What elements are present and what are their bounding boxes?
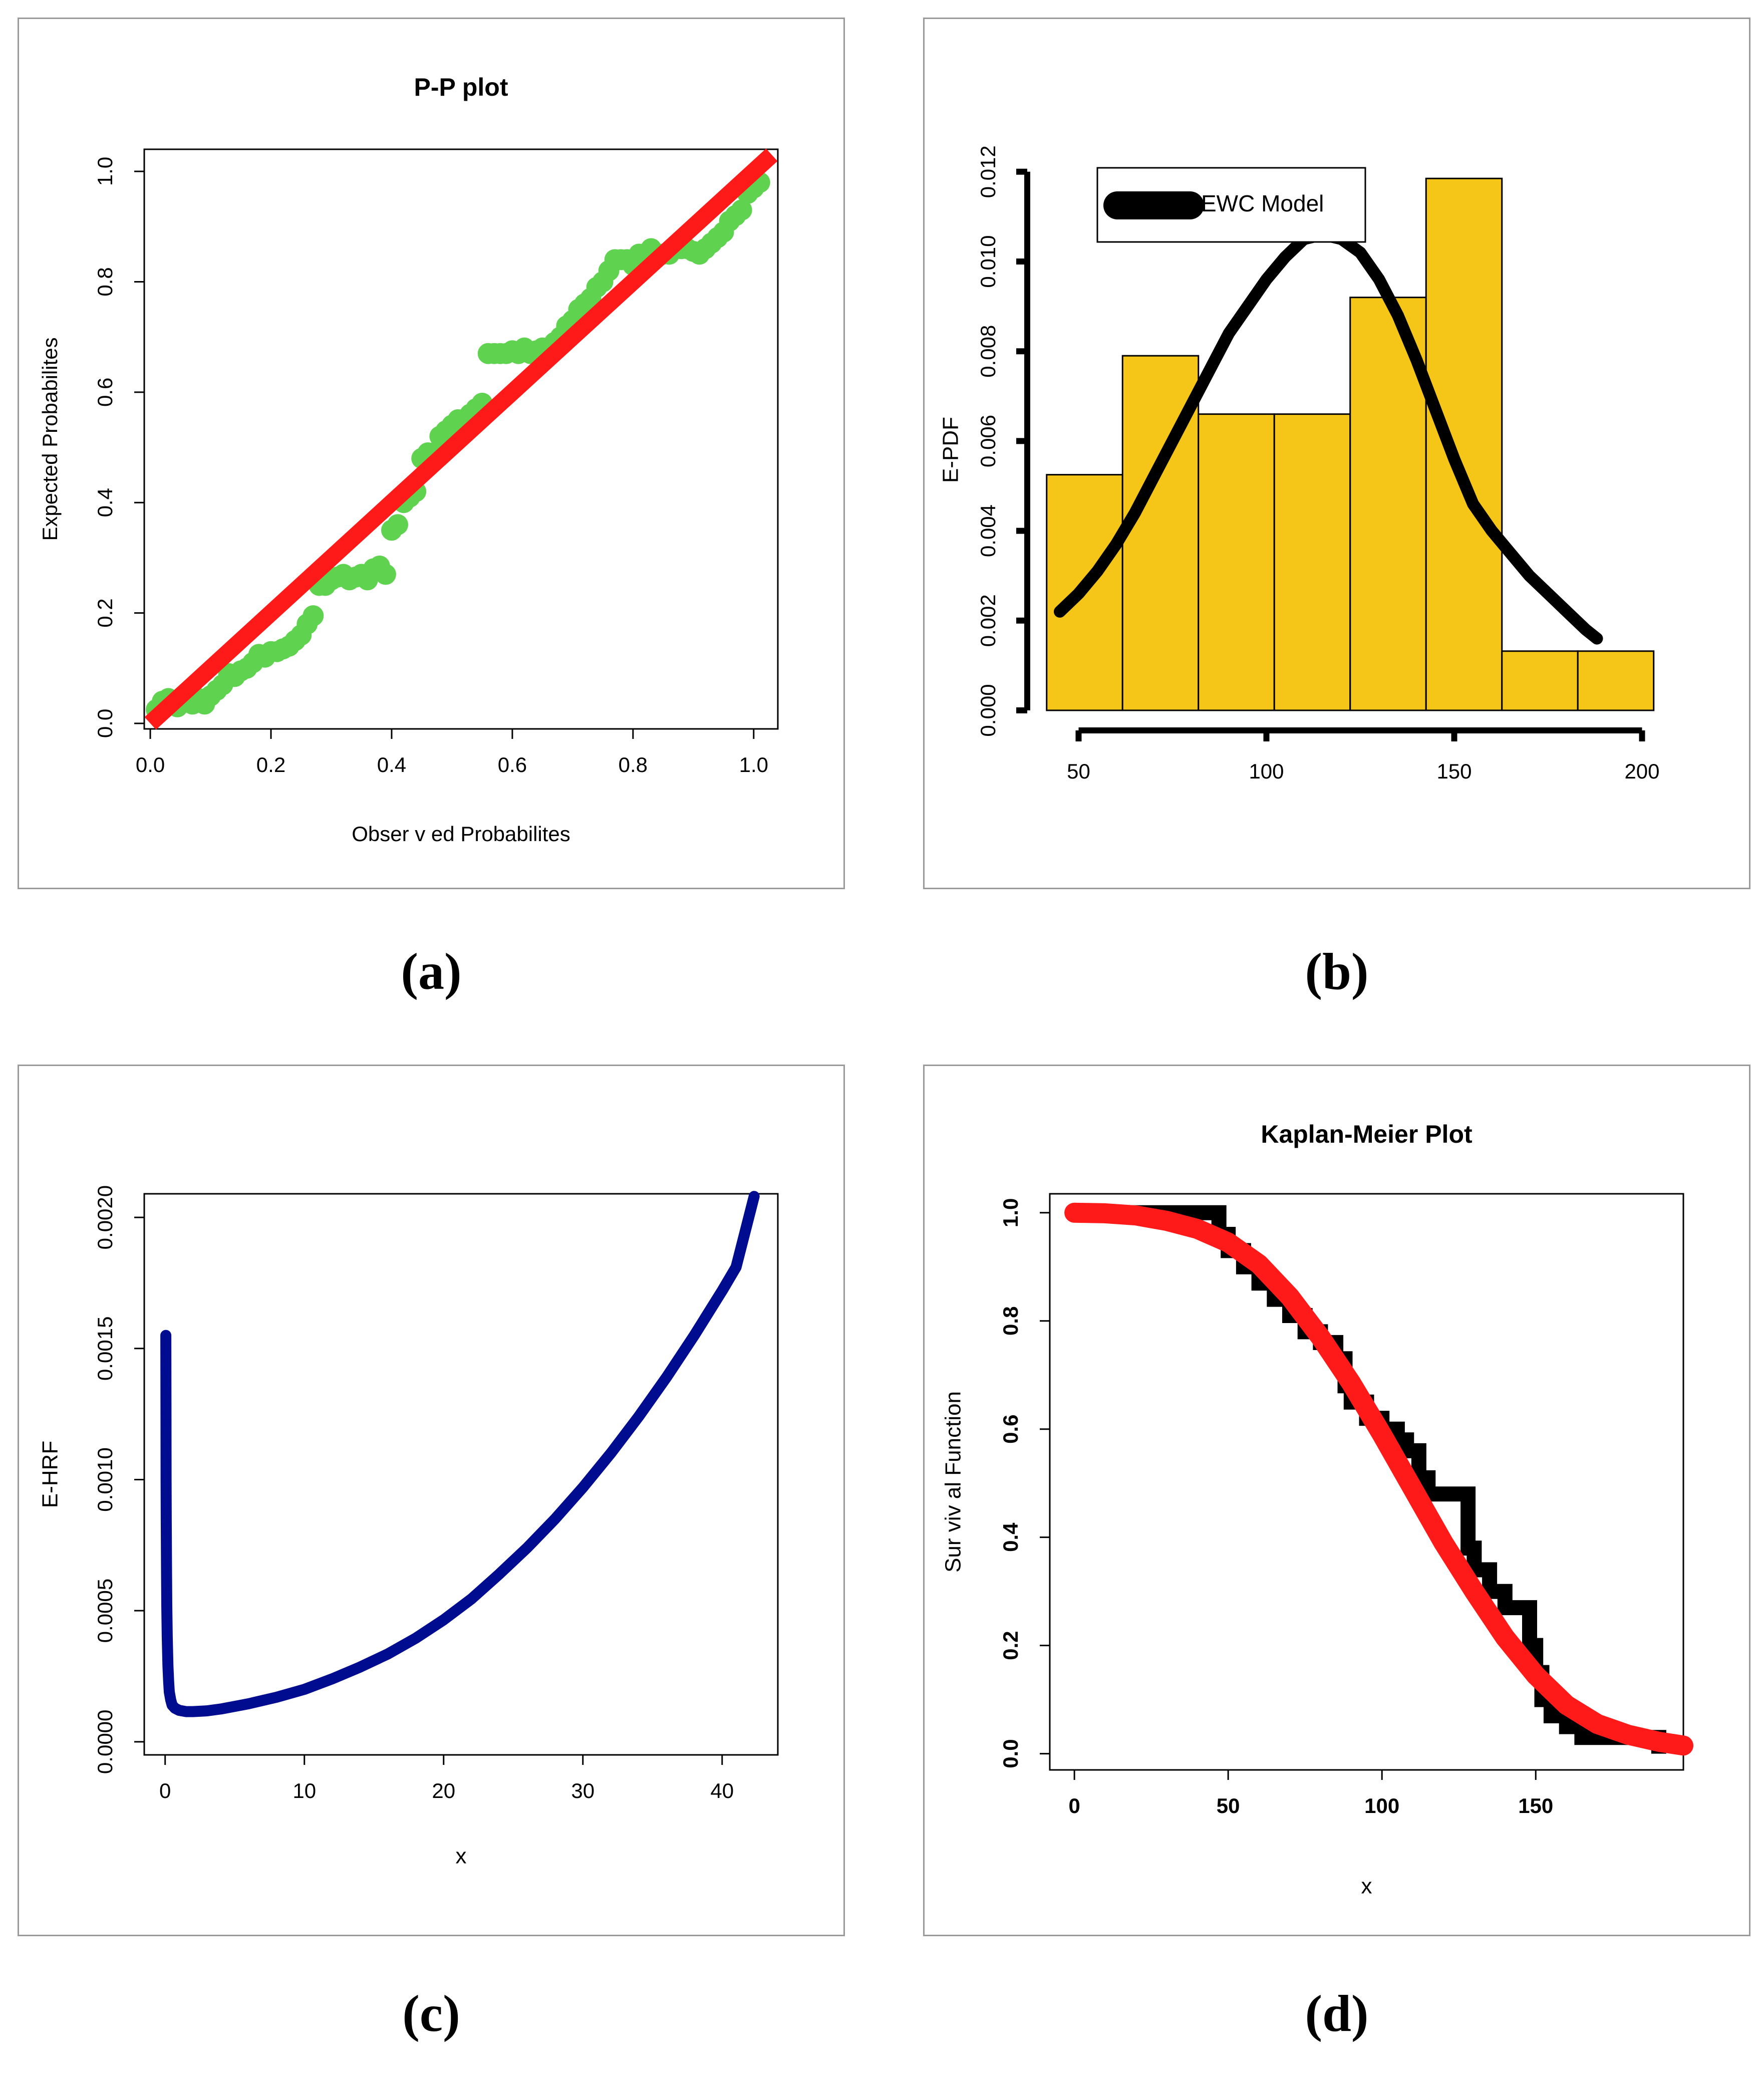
hist-bar [1198, 413, 1275, 711]
pp-point [375, 564, 396, 585]
pp-point [731, 199, 752, 221]
x-tick-label: 200 [1624, 759, 1659, 783]
y-tick-label: 0.2 [93, 598, 117, 627]
y-axis-label: Sur viv al Function [941, 1391, 966, 1573]
y-tick-label: 0.0000 [93, 1710, 117, 1774]
chart-title: P-P plot [414, 73, 508, 101]
y-axis-label: E-PDF [939, 417, 963, 483]
y-tick-label: 0.0020 [93, 1185, 117, 1249]
fitted-survival-curve [1064, 1202, 1693, 1756]
y-tick-label: 0.8 [93, 267, 117, 296]
x-tick-label: 10 [292, 1779, 316, 1802]
y-tick-label: 0.4 [999, 1522, 1022, 1552]
chart-c-svg: 0 10 20 30 40 0.0000 0.0005 0.0010 0.0015 0.0020 x… [38, 1185, 779, 1869]
caption-d: (d) [1305, 1985, 1369, 2042]
x-tick-label: 150 [1436, 759, 1472, 783]
x-tick-label: 1.0 [739, 753, 768, 776]
x-axis-label: x [1361, 1874, 1372, 1899]
x-tick-label: 0 [1068, 1794, 1080, 1818]
y-tick-label: 0.2 [999, 1631, 1022, 1660]
y-tick-label: 0.006 [976, 415, 1000, 467]
plot-frame [1049, 1193, 1684, 1771]
y-tick-label: 0.008 [976, 325, 1000, 378]
x-tick-label: 0.2 [256, 753, 285, 776]
reference-line [144, 148, 778, 730]
x-tick-label: 100 [1364, 1794, 1399, 1818]
y-tick-label: 0.000 [976, 684, 1000, 736]
panel-c: 0 10 20 30 40 0.0000 0.0005 0.0010 0.0015 0.0020 x… [18, 1065, 845, 1936]
y-tick-label: 0.0015 [93, 1317, 117, 1381]
x-tick-label: 150 [1518, 1794, 1553, 1818]
hist-bar [1577, 650, 1655, 711]
y-tick-label: 0.8 [999, 1307, 1022, 1336]
x-tick-label: 20 [432, 1779, 455, 1802]
y-tick-label: 0.0010 [93, 1447, 117, 1511]
pp-point [387, 514, 408, 536]
y-tick-label: 0.4 [93, 488, 117, 517]
x-tick-label: 30 [571, 1779, 595, 1802]
pp-point [303, 605, 324, 627]
x-tick-label: 0.4 [377, 753, 406, 776]
panel-b: 0.000 0.002 0.004 0.006 0.008 0.010 0.012 50 100… [923, 18, 1750, 889]
x-axis-label: Obser v ed Probabilites [352, 822, 570, 846]
caption-b: (b) [1305, 943, 1369, 1000]
y-axis-label: Expected Probabilites [38, 337, 62, 541]
chart-d-svg: Kaplan-Meier Plot 0 50 100 150 0.0 0.2 0.4 0.6 0.… [941, 1120, 1693, 1899]
x-tick-label: 50 [1067, 759, 1090, 783]
hist-bar [1273, 413, 1351, 711]
chart-a-svg: P-P plot Obser v ed Probabilites Expected … [38, 73, 779, 846]
y-tick-label: 0.010 [976, 235, 1000, 288]
hrf-curve [160, 1191, 760, 1717]
x-axis-label: x [456, 1844, 467, 1869]
y-tick-label: 0.012 [976, 145, 1000, 198]
x-tick-label: 0.0 [136, 753, 165, 776]
y-tick-label: 0.6 [999, 1415, 1022, 1444]
y-tick-label: 0.0 [999, 1739, 1022, 1768]
caption-a: (a) [401, 943, 462, 1000]
hist-bar [1501, 650, 1579, 711]
y-tick-label: 0.004 [976, 504, 1000, 557]
y-tick-label: 0.002 [976, 594, 1000, 647]
hist-bar [1425, 177, 1503, 711]
y-tick-label: 0.0005 [93, 1579, 117, 1643]
x-tick-label: 0 [159, 1779, 171, 1802]
legend-label: EWC Model [1201, 190, 1324, 216]
x-tick-label: 40 [710, 1779, 734, 1802]
panel-d: Kaplan-Meier Plot 0 50 100 150 0.0 0.2 0.4 0.6 0.… [923, 1065, 1750, 1936]
km-step-curve [1074, 1205, 1666, 1754]
x-tick-label: 0.6 [498, 753, 527, 776]
chart-b-svg: 0.000 0.002 0.004 0.006 0.008 0.010 0.012 50 100… [939, 145, 1660, 783]
x-tick-label: 0.8 [619, 753, 648, 776]
caption-c: (c) [402, 1985, 460, 2042]
x-tick-label: 100 [1249, 759, 1284, 783]
plot-frame [143, 148, 779, 730]
panel-a: P-P plot Obser v ed Probabilites Expected … [18, 18, 845, 889]
y-axis-label: E-HRF [38, 1441, 63, 1508]
chart-title: Kaplan-Meier Plot [1261, 1120, 1473, 1148]
y-tick-label: 1.0 [999, 1198, 1022, 1227]
y-tick-label: 1.0 [93, 157, 117, 186]
plot-frame [143, 1193, 779, 1756]
x-tick-label: 50 [1217, 1794, 1240, 1818]
y-tick-label: 0.6 [93, 378, 117, 407]
y-tick-label: 0.0 [93, 709, 117, 738]
